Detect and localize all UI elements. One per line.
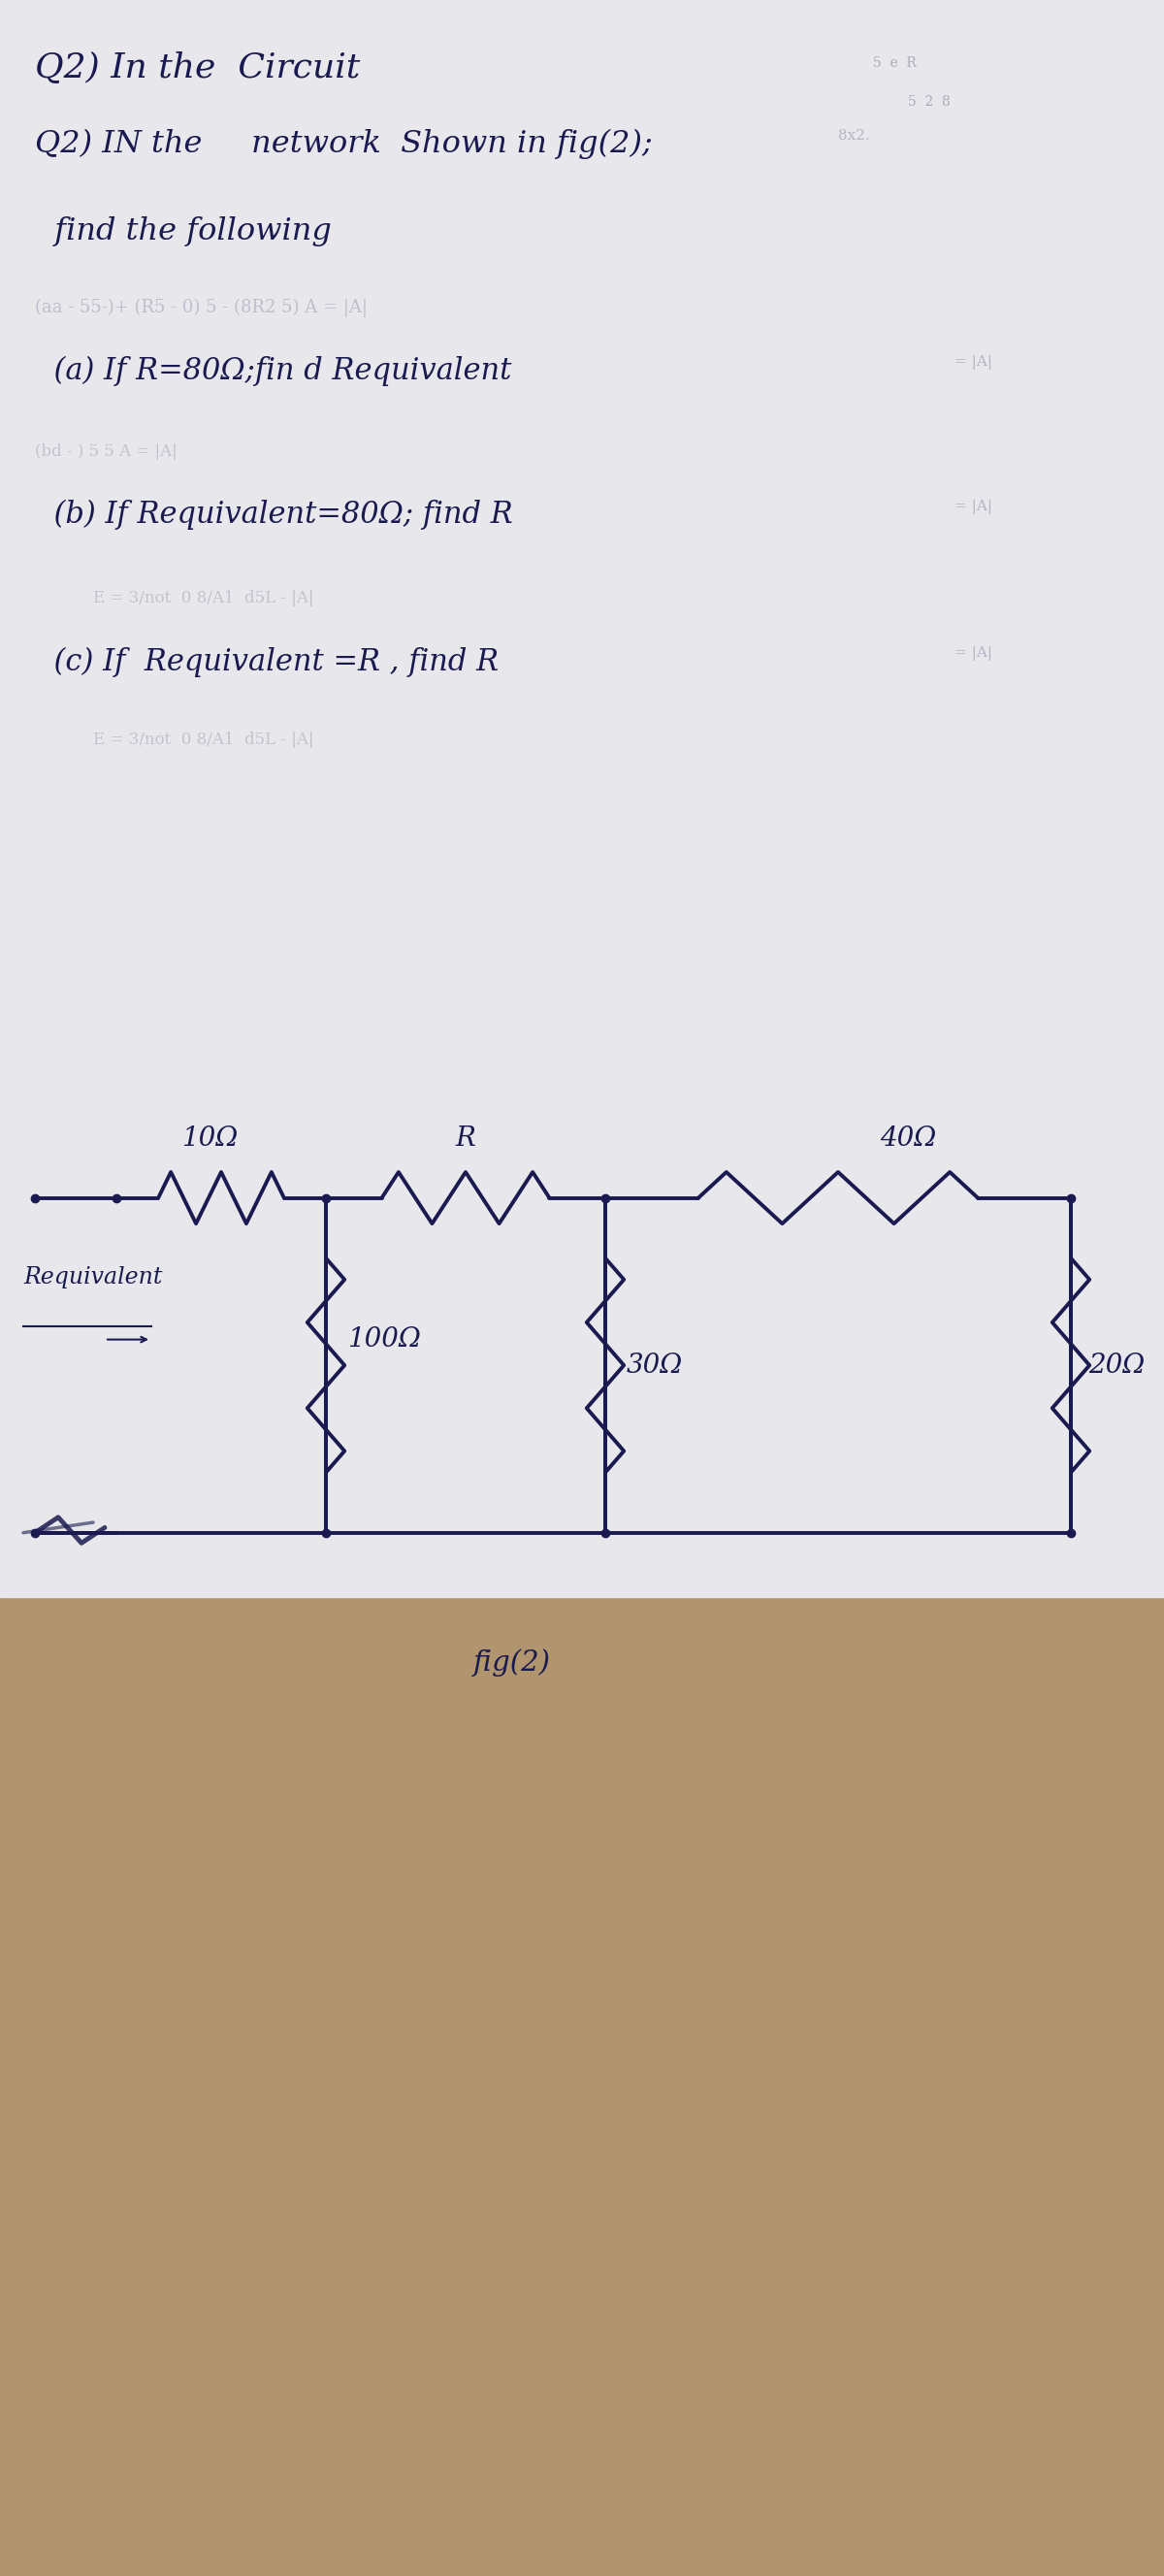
Text: (aa - 55-)+ (R5 - 0) 5 - (8R2 5) A = |A|: (aa - 55-)+ (R5 - 0) 5 - (8R2 5) A = |A|	[35, 299, 368, 317]
Text: 100Ω: 100Ω	[347, 1327, 420, 1352]
Text: 30Ω: 30Ω	[626, 1352, 683, 1378]
Text: 10Ω: 10Ω	[182, 1126, 237, 1151]
Text: (a) If R=80Ω;fin d Requivalent: (a) If R=80Ω;fin d Requivalent	[35, 355, 511, 386]
Text: fig(2): fig(2)	[474, 1649, 551, 1677]
Text: (c) If  Requivalent =R , find R: (c) If Requivalent =R , find R	[35, 647, 498, 677]
Text: E = 3/not  0 8/A1  d5L - |A|: E = 3/not 0 8/A1 d5L - |A|	[93, 590, 314, 605]
Text: 20Ω: 20Ω	[1088, 1352, 1145, 1378]
Text: 40Ω: 40Ω	[880, 1126, 936, 1151]
Text: R: R	[455, 1126, 476, 1151]
Bar	[0, 0, 1164, 1597]
Text: 5  e  R: 5 e R	[873, 57, 916, 70]
Text: = |A|: = |A|	[954, 355, 993, 371]
Text: 5  2  8: 5 2 8	[908, 95, 950, 108]
Text: = |A|: = |A|	[954, 500, 993, 515]
Text: (b) If Requivalent=80Ω; find R: (b) If Requivalent=80Ω; find R	[35, 500, 513, 531]
Text: Q2) In the  Circuit: Q2) In the Circuit	[35, 52, 360, 85]
Text: Q2) IN the     network  Shown in fig(2);: Q2) IN the network Shown in fig(2);	[35, 129, 653, 160]
Text: Requivalent: Requivalent	[23, 1265, 162, 1288]
Bar	[0, 1597, 1164, 2576]
Text: = |A|: = |A|	[954, 647, 993, 662]
Text: E = 3/not  0 8/A1  d5L - |A|: E = 3/not 0 8/A1 d5L - |A|	[93, 732, 314, 747]
Text: 8x2.: 8x2.	[838, 129, 870, 142]
Text: find the following: find the following	[35, 216, 332, 247]
Text: (bd - ) 5 5 A = |A|: (bd - ) 5 5 A = |A|	[35, 443, 177, 459]
